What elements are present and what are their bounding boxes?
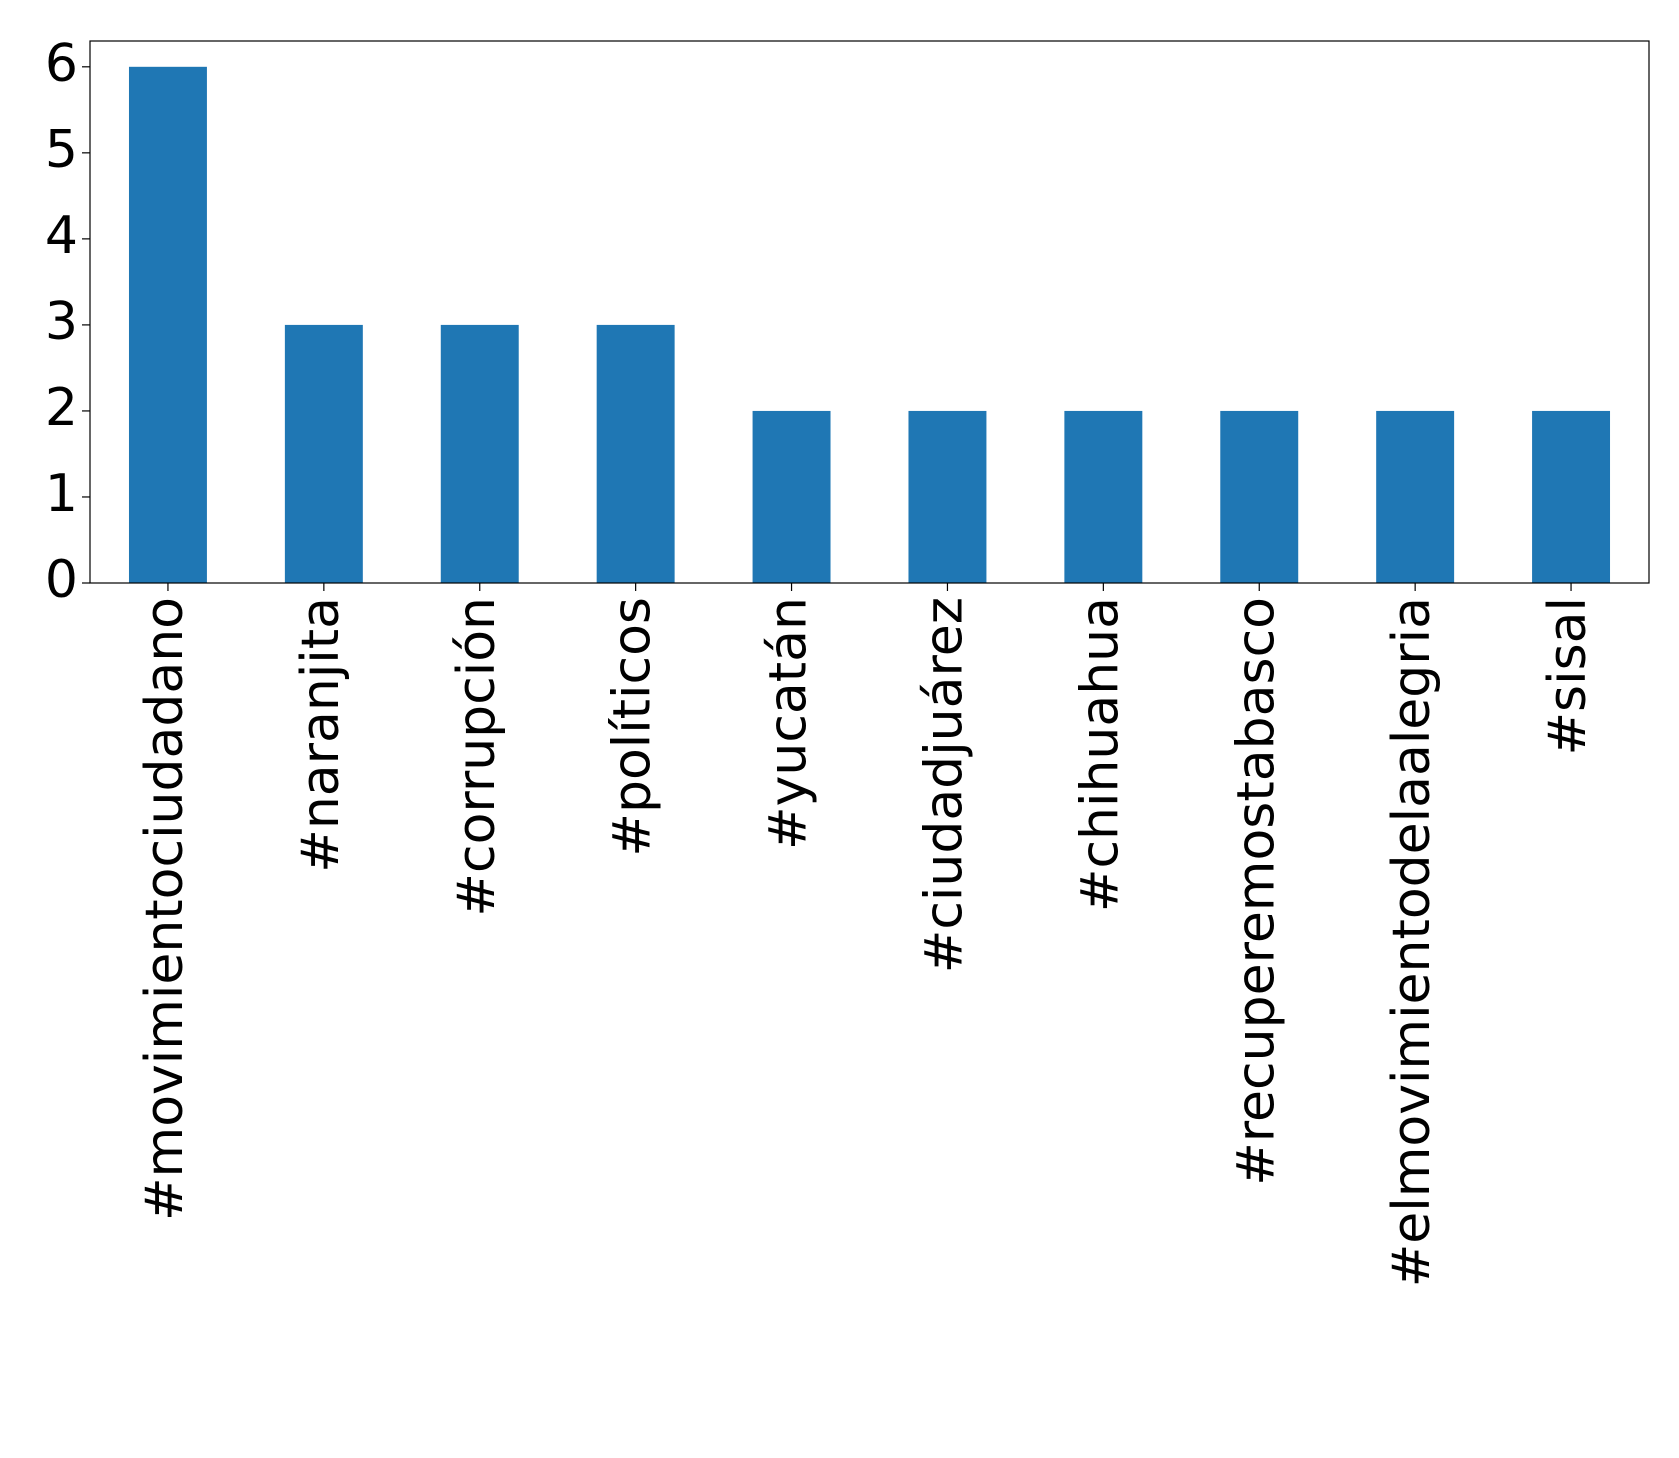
bar (440, 324, 519, 583)
x-tick-label: #sisal (1538, 597, 1598, 756)
x-tick-label: #naranjita (291, 597, 351, 873)
x-tick-label: #recuperemostabasco (1226, 597, 1286, 1186)
x-tick-label: #yucatán (759, 597, 819, 850)
bar (1376, 410, 1455, 583)
bar (284, 324, 363, 583)
x-tick-label: #políticos (603, 597, 663, 857)
plot-frame (89, 40, 1650, 584)
y-tick-label: 4 (45, 206, 78, 266)
bar (1220, 410, 1299, 583)
y-tick-label: 3 (45, 292, 78, 352)
x-tick-label: #elmovimientodelaalegria (1382, 597, 1442, 1287)
bar (908, 410, 987, 583)
bar (1532, 410, 1611, 583)
x-tick-label: #ciudadjuárez (914, 597, 974, 973)
bar (596, 324, 675, 583)
y-tick-label: 6 (45, 34, 78, 94)
y-tick-label: 0 (45, 550, 78, 610)
bar (752, 410, 831, 583)
y-tick-label: 2 (45, 378, 78, 438)
x-tick-label: #chihuahua (1070, 597, 1130, 912)
x-tick-label: #movimientociudadano (135, 597, 195, 1221)
y-tick-label: 1 (45, 464, 78, 524)
x-tick-label: #corrupción (447, 597, 507, 917)
y-tick-label: 5 (45, 120, 78, 180)
bar (1064, 410, 1143, 583)
bar (128, 66, 207, 584)
